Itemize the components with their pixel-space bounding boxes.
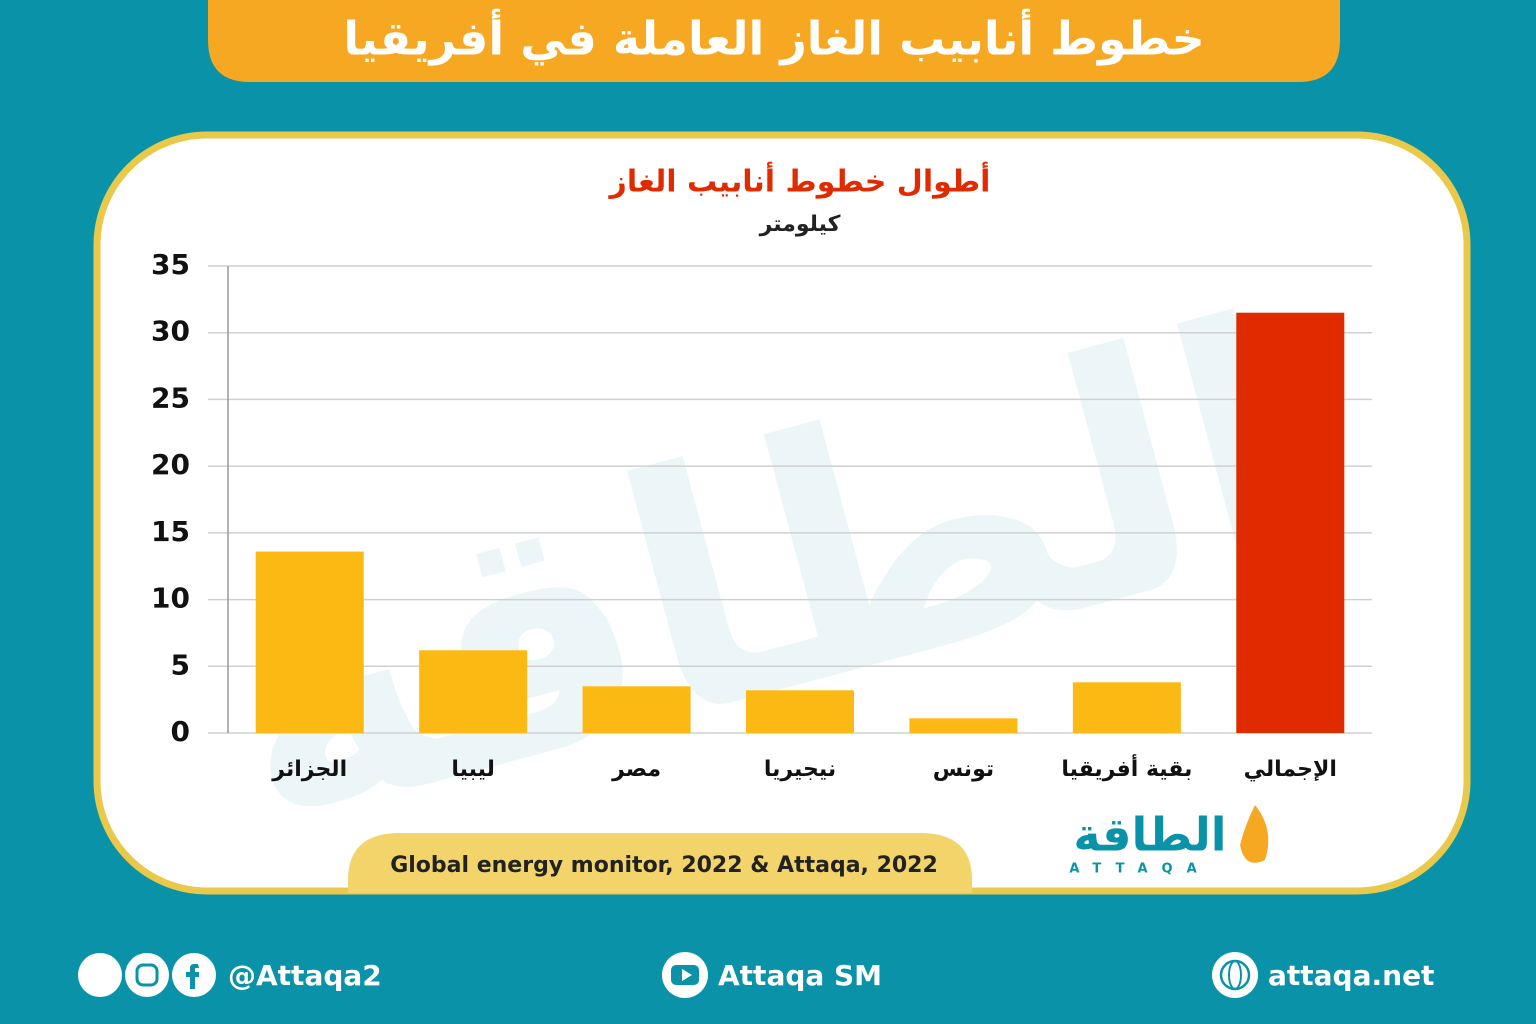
globe-icon [1212, 952, 1258, 998]
bar [582, 686, 691, 733]
y-tick-label: 25 [151, 381, 190, 414]
bar [1236, 312, 1345, 733]
x-tick-label: بقية أفريقيا [1061, 753, 1192, 782]
bar [1072, 682, 1181, 733]
bar [419, 650, 528, 733]
y-tick-label: 5 [171, 648, 190, 681]
y-tick-label: 35 [151, 248, 190, 281]
y-tick-label: 0 [171, 715, 190, 748]
bar [746, 690, 854, 733]
x-tick-label: تونس [933, 757, 994, 782]
title-banner [208, 0, 1340, 82]
logo-drop [1240, 805, 1269, 863]
x-tick-label: الجزائر [271, 757, 347, 782]
bar [909, 718, 1018, 733]
youtube-play [682, 969, 692, 981]
y-tick-label: 10 [151, 582, 190, 615]
y-tick-label: 20 [151, 448, 190, 481]
source-pill [348, 833, 972, 893]
page-title: خطوط أنابيب الغاز العاملة في أفريقيا [343, 9, 1205, 66]
y-tick-label: 15 [151, 515, 190, 548]
x-tick-label: ليبيا [451, 757, 494, 782]
site: attaqa.net [1268, 959, 1434, 992]
instagram-icon [125, 953, 169, 997]
instagram-glyph [135, 963, 159, 987]
x-tick-label: نيجيريا [764, 757, 836, 782]
bar [255, 551, 364, 733]
social-icons [78, 953, 216, 997]
globe-meridian [1228, 960, 1242, 990]
facebook-glyph [186, 964, 199, 989]
source: Global energy monitor, 2022 & Attaqa, 20… [390, 853, 938, 878]
channel: Attaqa SM [718, 959, 882, 992]
handle: @Attaqa2 [228, 959, 382, 992]
y-tick-label: 30 [151, 315, 190, 348]
twitter-icon [78, 953, 122, 997]
x-tick-label: الإجمالي [1244, 757, 1337, 782]
logo-name: الطاقة [1073, 808, 1226, 862]
x-tick-label: مصر [611, 757, 661, 782]
chart-subtitle: كيلومتر [759, 212, 841, 237]
chart-title: أطوال خطوط أنابيب الغاز [608, 162, 991, 200]
plot: 0 5 10 15 20 25 30 35 الجزائر ليبيا مصر نيجيريا تونس… [151, 248, 1372, 782]
logo-latin: ATTAQA [1069, 862, 1210, 877]
